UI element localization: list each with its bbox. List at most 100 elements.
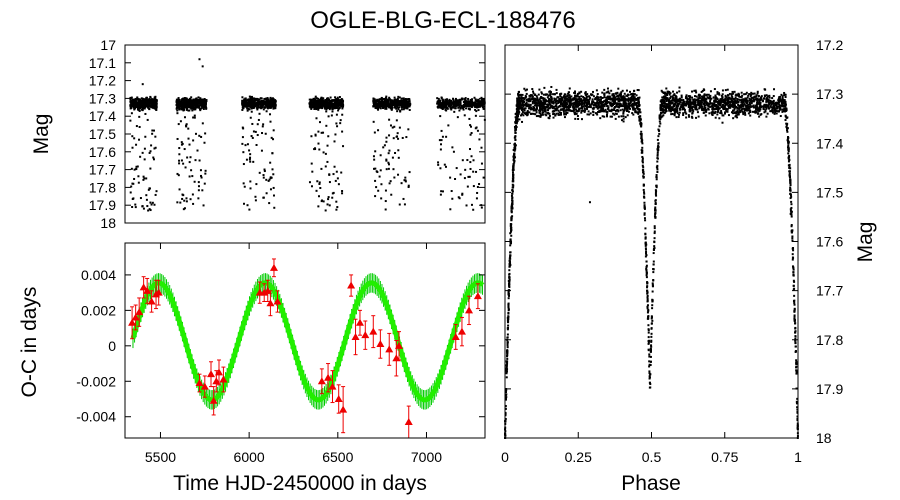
lightcurve-point (260, 149, 263, 152)
phase-point (528, 107, 531, 110)
lightcurve-point (272, 194, 275, 197)
lightcurve-point (394, 106, 397, 109)
lightcurve-point (378, 175, 381, 178)
lightcurve-point (263, 106, 266, 109)
lightcurve-point (327, 99, 330, 102)
phase-point (778, 110, 781, 113)
phase-point (642, 188, 645, 191)
lightcurve-point (175, 107, 178, 110)
phase-point (576, 99, 579, 102)
lightcurve-point (190, 106, 193, 109)
phase-point (745, 98, 748, 101)
phase-point (608, 92, 611, 95)
lightcurve-point (341, 192, 344, 195)
lightcurve-point (253, 97, 256, 100)
lightcurve-point (478, 104, 481, 107)
lightcurve-point (319, 187, 322, 190)
lightcurve-point (179, 120, 182, 123)
lightcurve-point (342, 145, 345, 148)
lightcurve-point (150, 144, 153, 147)
lightcurve-point (327, 102, 330, 105)
phase-point (578, 98, 581, 101)
phase-point (552, 116, 555, 119)
lightcurve-outlier (201, 65, 204, 68)
lightcurve-point (384, 96, 387, 99)
lightcurve-point (149, 150, 152, 153)
lightcurve-point (266, 105, 269, 108)
phase-point (726, 103, 729, 106)
phase-point (512, 184, 515, 187)
lightcurve-point (153, 147, 156, 150)
phase-point (791, 239, 794, 242)
lightcurve-point (148, 104, 151, 107)
phase-point (617, 105, 620, 108)
lightcurve-point (255, 103, 258, 106)
phase-point (758, 101, 761, 104)
lightcurve-point (476, 191, 479, 194)
lightcurve-point (480, 98, 483, 101)
lightcurve-point (131, 135, 134, 138)
phase-point (613, 113, 616, 116)
phase-point (622, 117, 625, 120)
phase-point (663, 91, 666, 94)
phase-point (559, 105, 562, 108)
lightcurve-point (405, 107, 408, 110)
lightcurve-point (379, 103, 382, 106)
phase-point (553, 107, 556, 110)
phase-point (733, 111, 736, 114)
phase-point (629, 101, 632, 104)
lightcurve-point (452, 104, 455, 107)
lightcurve-point (175, 101, 178, 104)
phase-point (645, 267, 648, 270)
lightcurve-point (176, 100, 179, 103)
ytick-label: 17.8 (89, 179, 116, 195)
lightcurve-point (187, 104, 190, 107)
lightcurve-point (178, 159, 181, 162)
phase-point (550, 85, 553, 88)
lightcurve-point (313, 148, 316, 151)
lightcurve-point (138, 138, 141, 141)
phase-point (653, 227, 656, 230)
lightcurve-point (131, 104, 134, 107)
lightcurve-point (397, 149, 400, 152)
phase-point (663, 109, 666, 112)
lightcurve-point (205, 107, 208, 110)
phase-point (725, 110, 728, 113)
lightcurve-point (378, 98, 381, 101)
lightcurve-point (250, 110, 253, 113)
oc-y-label: O-C in days (18, 287, 41, 398)
lightcurve-point (337, 109, 340, 112)
lightcurve-point (339, 102, 342, 105)
lightcurve-point (440, 129, 443, 132)
lightcurve-point (242, 151, 245, 154)
phase-point (658, 120, 661, 123)
lightcurve-point (449, 176, 452, 179)
xtick-label: 6500 (322, 449, 353, 465)
phase-point (775, 112, 778, 115)
lightcurve-point (190, 102, 193, 105)
lightcurve-point (325, 124, 328, 127)
phase-point (725, 96, 728, 99)
lightcurve-point (177, 105, 180, 108)
lightcurve-point (340, 171, 343, 174)
lightcurve-point (378, 102, 381, 105)
lightcurve-point (308, 98, 311, 101)
lightcurve-point (152, 129, 155, 132)
lightcurve-point (255, 183, 258, 186)
lightcurve-point (448, 102, 451, 105)
lightcurve-point (378, 106, 381, 109)
oc-point (260, 288, 269, 296)
phase-point (535, 111, 538, 114)
phase-point (680, 96, 683, 99)
phase-point (716, 113, 719, 116)
lightcurve-point (183, 116, 186, 119)
phase-point (550, 101, 553, 104)
lightcurve-point (480, 102, 483, 105)
lightcurve-point (187, 98, 190, 101)
lightcurve-point (185, 124, 188, 127)
lightcurve-point (154, 193, 157, 196)
lightcurve-point (481, 106, 484, 109)
phase-point (563, 116, 566, 119)
lightcurve-point (134, 97, 137, 100)
